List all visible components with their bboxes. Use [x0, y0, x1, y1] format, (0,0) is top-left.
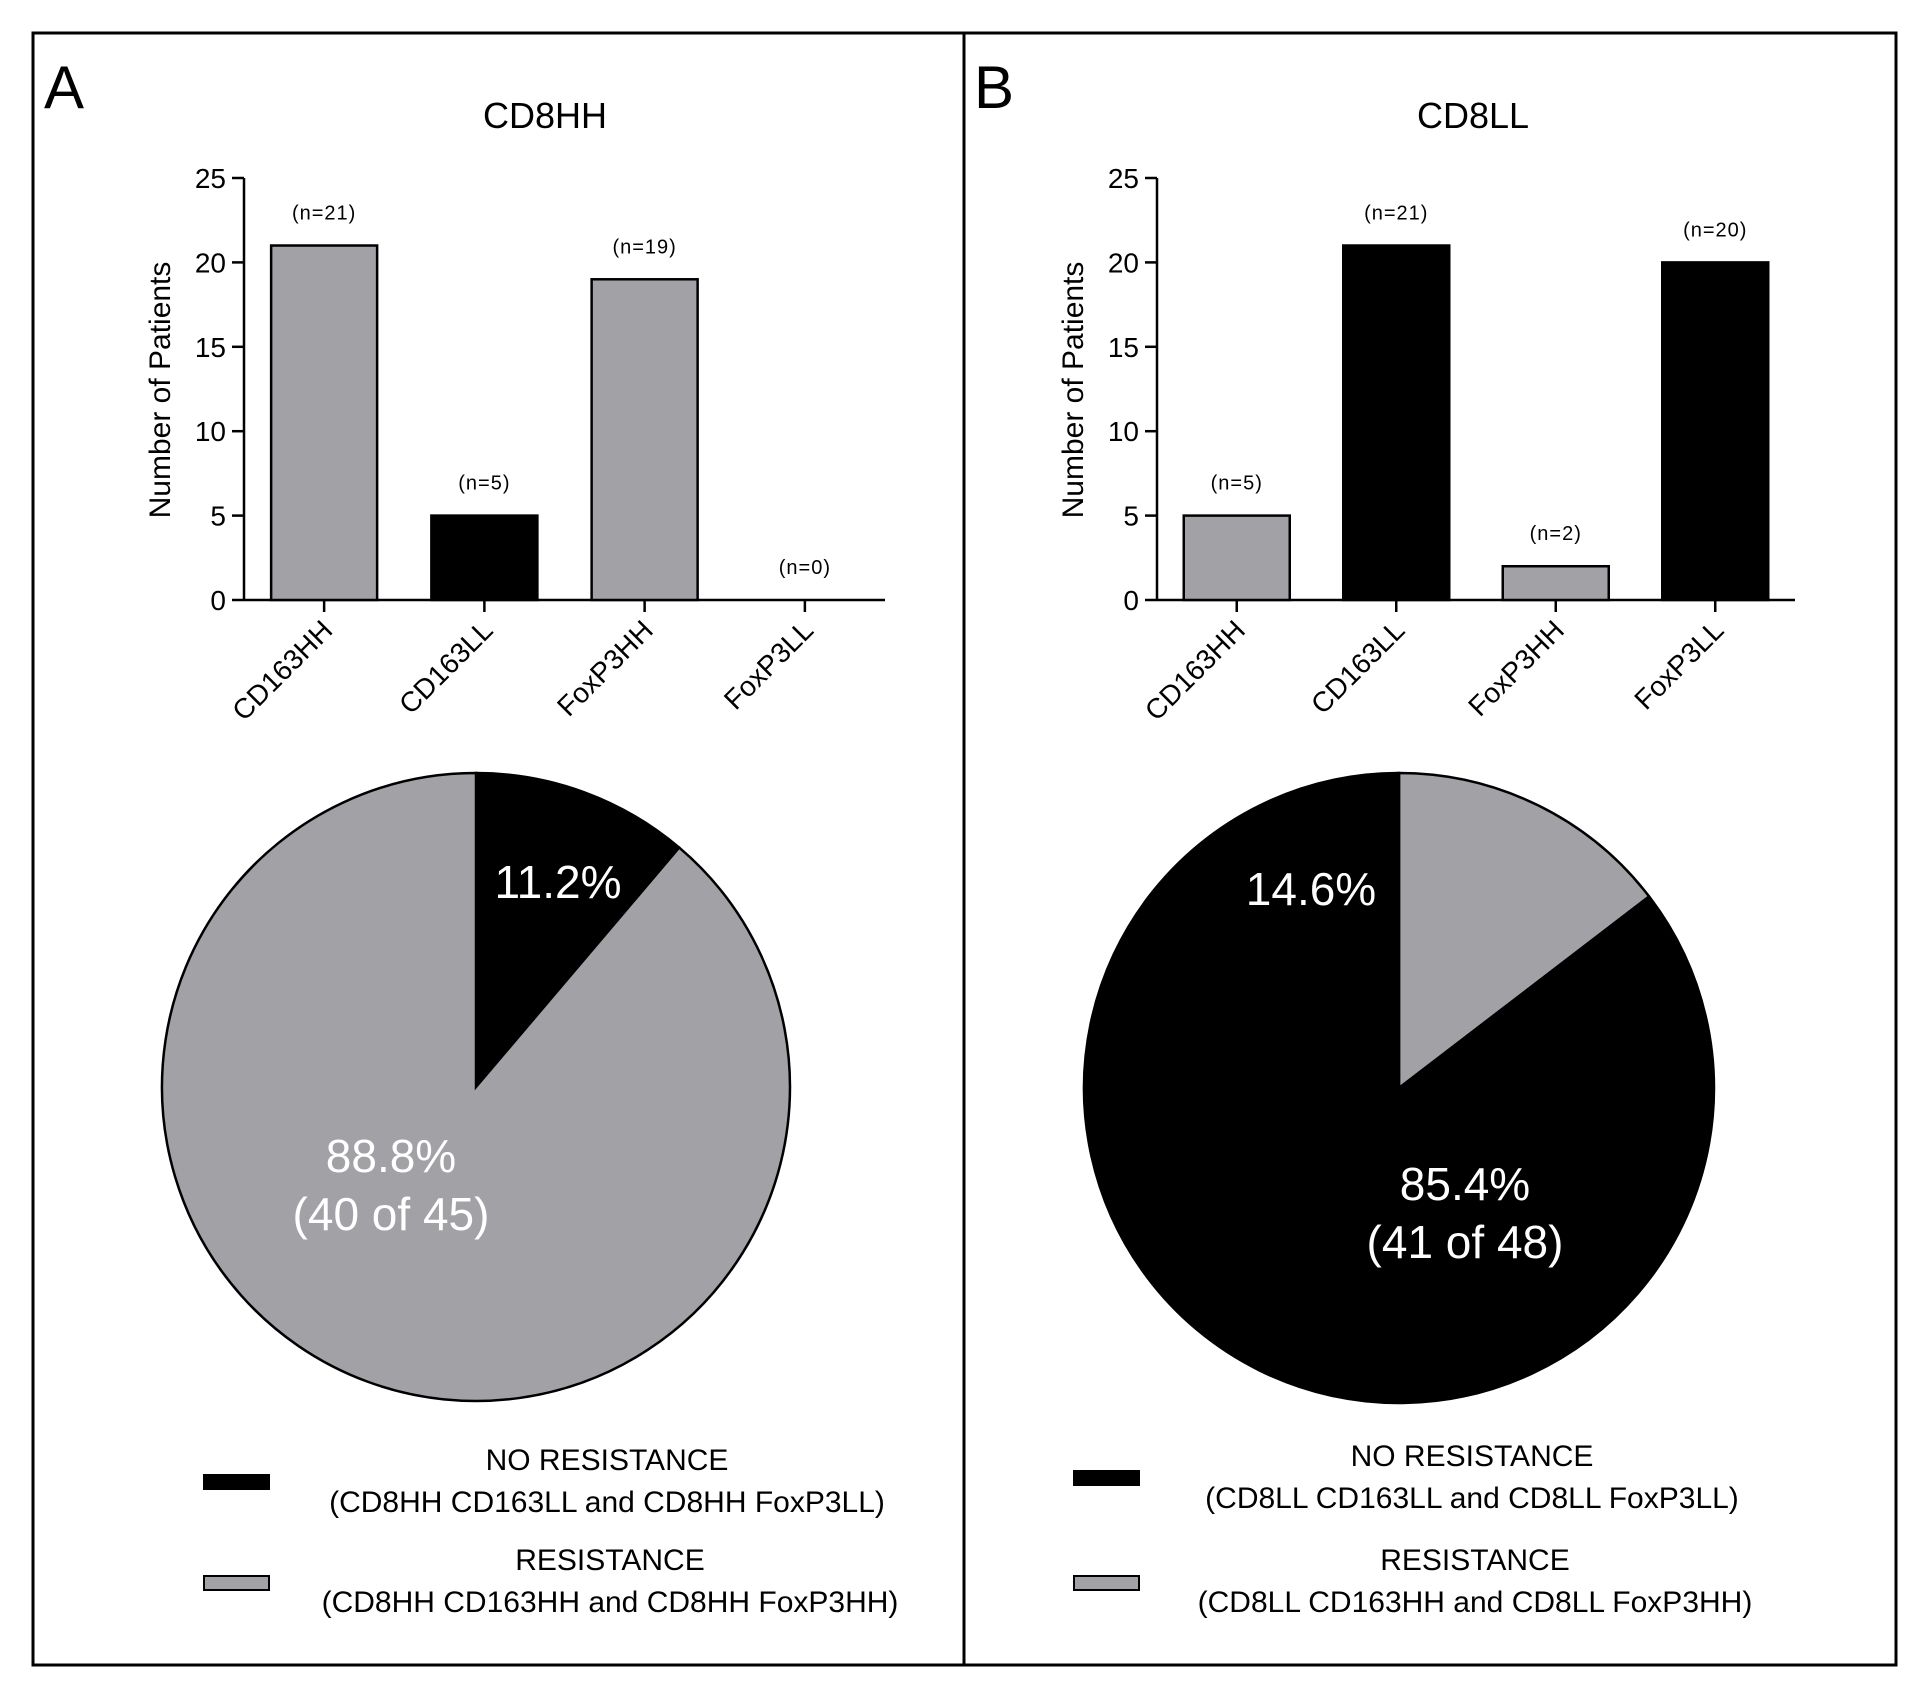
bar-data-label: (n=19)	[612, 236, 676, 258]
pie-slice-resistance	[160, 771, 792, 1403]
y-tick-label: 5	[1123, 501, 1139, 532]
bar-cd163hh	[1182, 514, 1291, 602]
y-tick-label: 20	[1108, 247, 1139, 278]
bar-foxp3ll	[1661, 261, 1770, 602]
legend-detail-resistance: (CD8LL CD163HH and CD8LL FoxP3HH)	[1198, 1586, 1753, 1619]
legend: NO RESISTANCE (CD8HH CD163LL and CD8HH F…	[203, 1444, 899, 1619]
y-tick-label: 10	[1108, 416, 1139, 447]
legend-detail-no-resistance: (CD8LL CD163LL and CD8LL FoxP3LL)	[1205, 1482, 1739, 1515]
legend: NO RESISTANCE (CD8LL CD163LL and CD8LL F…	[1073, 1440, 1753, 1619]
y-tick-label: 25	[1108, 163, 1139, 194]
y-tick-label: 0	[1123, 585, 1139, 616]
y-axis-label: Number of Patients	[144, 262, 177, 519]
pie-label-no-resistance: 11.2%	[494, 856, 621, 908]
legend-swatch-no-resistance	[203, 1474, 270, 1490]
bar-cd163hh	[269, 244, 379, 602]
legend-title-no-resistance: NO RESISTANCE	[1351, 1440, 1594, 1473]
bar-data-label: (n=5)	[458, 473, 510, 495]
y-tick-label: 5	[210, 501, 226, 532]
y-tick-label: 20	[195, 247, 226, 278]
y-axis-label: Number of Patients	[1057, 262, 1090, 519]
y-tick-label: 15	[195, 332, 226, 363]
bar-cd163ll	[1342, 244, 1451, 602]
bar-cd163ll	[430, 514, 539, 602]
panel-letter: B	[974, 54, 1014, 121]
pie-sublabel-no-resistance: (41 of 48)	[1367, 1216, 1564, 1268]
pie-label-no-resistance: 85.4%	[1400, 1158, 1530, 1210]
pie-chart	[160, 771, 792, 1403]
bar-data-label: (n=21)	[292, 203, 356, 225]
panel-a: A CD8HH Number of Patients 0 5 10 15 20 25 (n=…	[44, 54, 898, 1619]
legend-detail-no-resistance: (CD8HH CD163LL and CD8HH FoxP3LL)	[329, 1486, 885, 1519]
legend-title-no-resistance: NO RESISTANCE	[486, 1444, 729, 1477]
bar-data-label: (n=20)	[1683, 219, 1747, 241]
legend-swatch-no-resistance	[1073, 1470, 1140, 1486]
bar-data-label: (n=21)	[1364, 203, 1428, 225]
pie-slice-resistance	[1397, 771, 1651, 1091]
legend-title-resistance: RESISTANCE	[1380, 1544, 1569, 1577]
pie-chart	[1082, 771, 1716, 1405]
bar-data-label: (n=0)	[779, 557, 831, 579]
bar-chart-title: CD8HH	[483, 95, 607, 136]
y-tick-label: 15	[1108, 332, 1139, 363]
legend-title-resistance: RESISTANCE	[515, 1544, 704, 1577]
bar-chart-title: CD8LL	[1417, 95, 1529, 136]
legend-detail-resistance: (CD8HH CD163HH and CD8HH FoxP3HH)	[322, 1586, 899, 1619]
y-tick-label: 10	[195, 416, 226, 447]
pie-sublabel-resistance: (40 of 45)	[293, 1188, 490, 1240]
bar-foxp3hh	[590, 278, 699, 602]
y-tick-label: 25	[195, 163, 226, 194]
legend-swatch-resistance	[1073, 1575, 1140, 1591]
bar-data-label: (n=5)	[1211, 473, 1263, 495]
y-tick-label: 0	[210, 585, 226, 616]
pie-label-resistance: 14.6%	[1246, 863, 1376, 915]
legend-swatch-resistance	[203, 1575, 270, 1591]
pie-label-resistance: 88.8%	[326, 1130, 456, 1182]
pie-slice-no-resistance	[474, 771, 681, 1091]
bar-foxp3hh	[1501, 564, 1610, 602]
bar-data-label: (n=2)	[1530, 523, 1582, 545]
panel-letter: A	[44, 54, 84, 121]
pie-slice-no-resistance	[1082, 771, 1716, 1405]
